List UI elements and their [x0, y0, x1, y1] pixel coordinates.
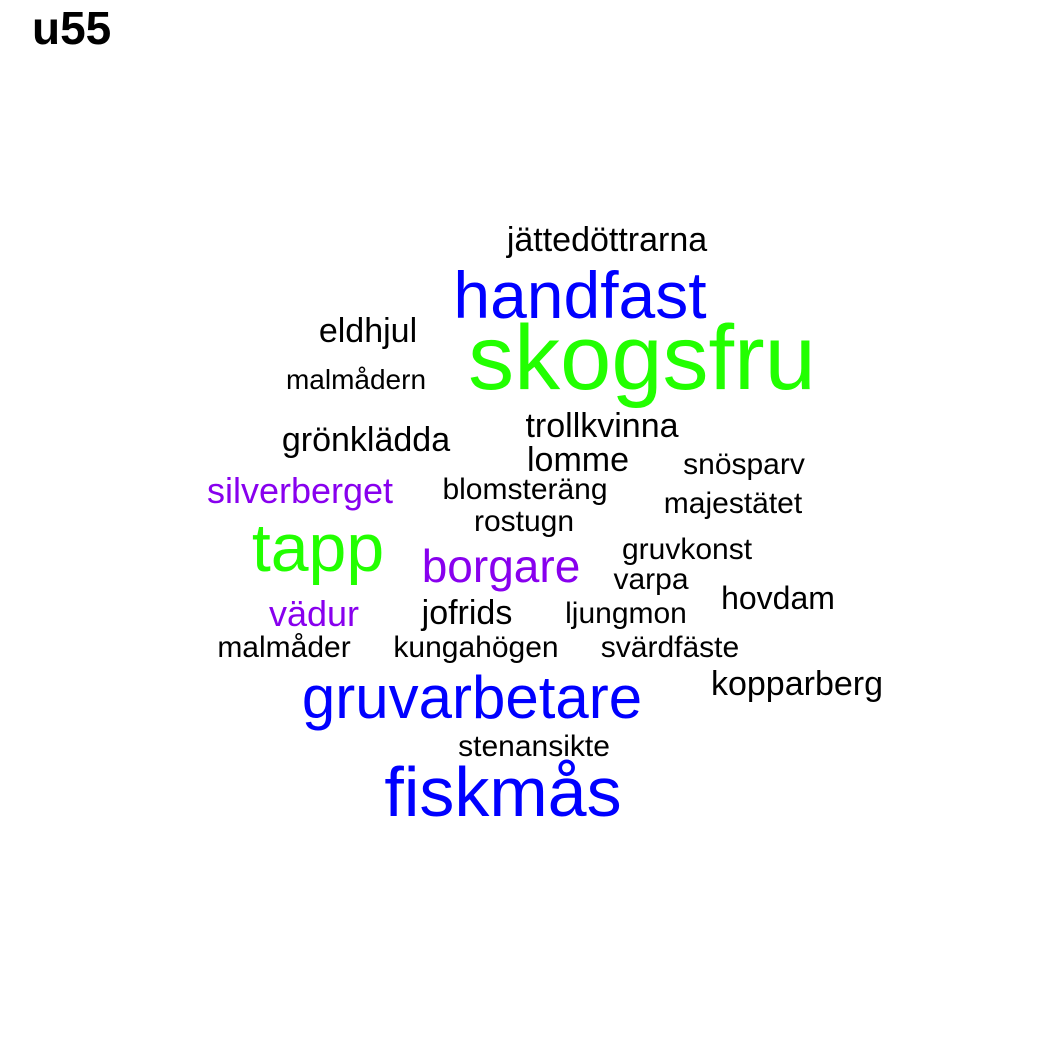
- cloud-word-svärdfäste: svärdfäste: [600, 631, 740, 664]
- cloud-word-jättedöttrarna: jättedöttrarna: [506, 221, 708, 259]
- cloud-word-ljungmon: ljungmon: [565, 597, 687, 630]
- cloud-word-rostugn: rostugn: [473, 505, 575, 538]
- cloud-word-varpa: varpa: [613, 563, 689, 596]
- cloud-word-fiskmås: fiskmås: [384, 753, 622, 831]
- cloud-word-borgare: borgare: [421, 540, 581, 592]
- cloud-word-kopparberg: kopparberg: [710, 665, 884, 703]
- cloud-word-kungahögen: kungahögen: [393, 631, 559, 664]
- cloud-word-silverberget: silverberget: [206, 470, 394, 511]
- cloud-word-tapp: tapp: [251, 510, 385, 586]
- cloud-word-blomsteräng: blomsteräng: [442, 473, 608, 506]
- cloud-word-majestätet: majestätet: [663, 487, 803, 520]
- cloud-word-malmåder: malmåder: [217, 631, 351, 664]
- cloud-word-handfast: handfast: [453, 258, 707, 332]
- cloud-word-hovdam: hovdam: [721, 580, 835, 616]
- cloud-word-trollkvinna: trollkvinna: [525, 407, 679, 445]
- cloud-word-gruvkonst: gruvkonst: [621, 533, 753, 566]
- cloud-word-skogsfru: skogsfru: [468, 307, 816, 409]
- page-title: u55: [32, 2, 112, 54]
- cloud-word-lomme: lomme: [526, 441, 630, 479]
- cloud-word-gruvarbetare: gruvarbetare: [301, 664, 643, 731]
- cloud-word-malmådern: malmådern: [285, 364, 427, 395]
- cloud-word-vädur: vädur: [268, 593, 360, 634]
- cloud-word-grönklädda: grönklädda: [281, 421, 451, 459]
- cloud-word-stenansikte: stenansikte: [458, 730, 610, 763]
- cloud-word-jofrids: jofrids: [421, 594, 513, 632]
- cloud-word-eldhjul: eldhjul: [318, 312, 418, 350]
- cloud-word-snösparv: snösparv: [683, 448, 805, 481]
